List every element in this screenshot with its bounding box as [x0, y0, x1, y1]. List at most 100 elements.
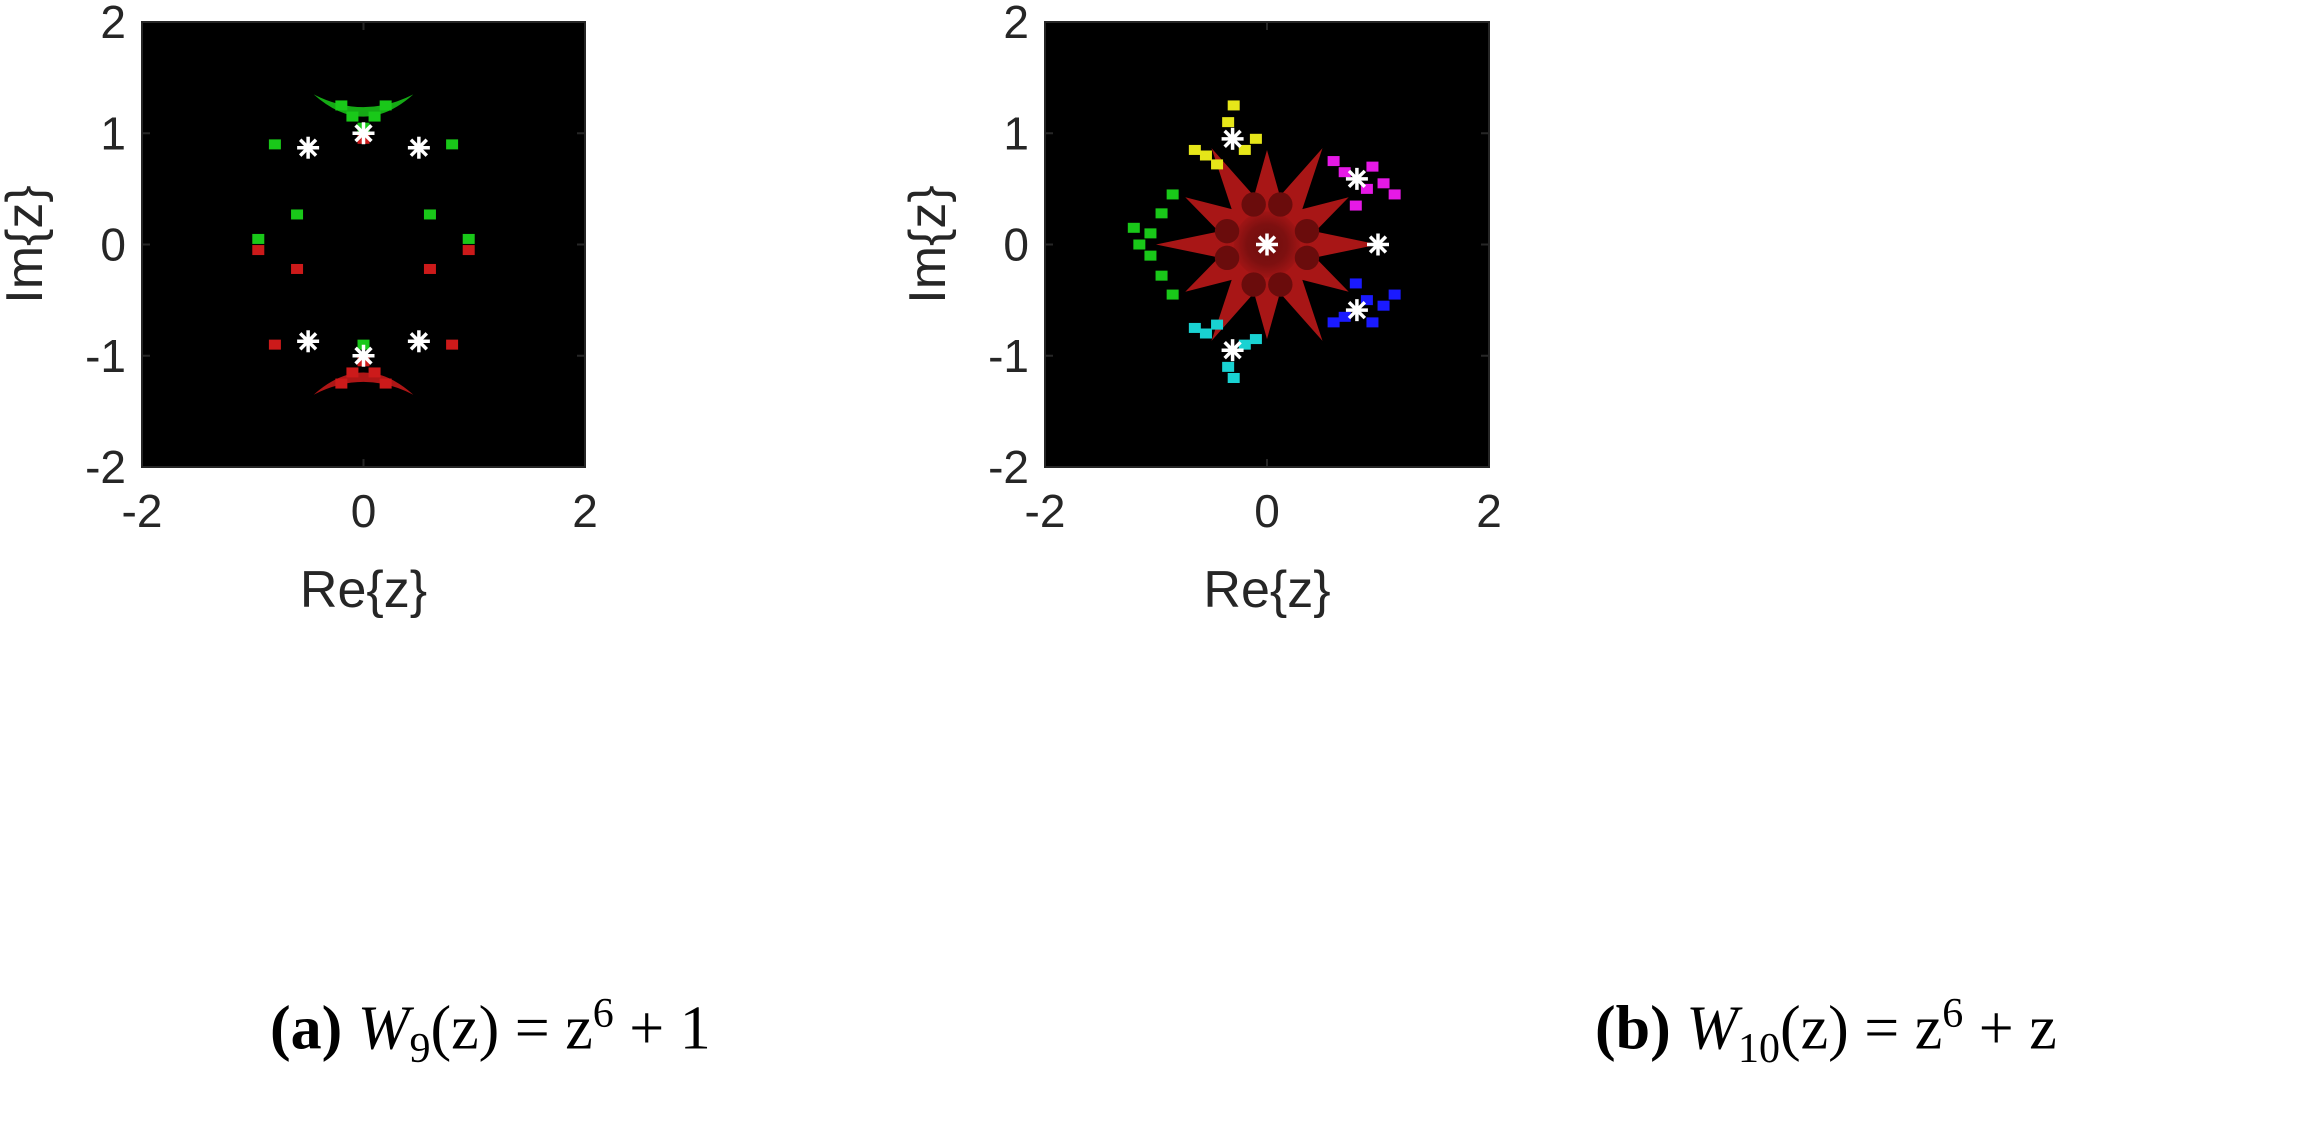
panel-b-caption-power: 6 — [1942, 991, 1964, 1037]
panel-a-caption-tail: + 1 — [613, 994, 711, 1063]
basin-point — [1227, 100, 1240, 111]
panel-a-caption-index: 9 — [409, 1026, 431, 1073]
basin-point — [1377, 178, 1390, 189]
root-marker — [1367, 233, 1389, 256]
basin-point — [1349, 278, 1362, 289]
central-basin-lobe — [1294, 218, 1320, 244]
y-tick-label: -2 — [85, 441, 126, 493]
green-basin-cusp — [313, 94, 414, 117]
panel-b-caption: (b) W10(z) = z6 + z — [1595, 990, 2057, 1073]
basin-point — [1238, 339, 1251, 350]
panel-b-caption-tail: + z — [1963, 994, 2057, 1063]
panel-a-tick-labels: -2 0 2 -2 -1 0 1 2 — [85, 0, 598, 537]
basin-point — [357, 339, 370, 350]
root-marker — [1345, 167, 1368, 190]
basin-point — [368, 111, 381, 122]
y-tick-label: 1 — [1003, 107, 1029, 159]
basin-point — [462, 245, 475, 256]
root-marker — [297, 330, 320, 353]
basin-point — [1249, 334, 1262, 345]
y-tick-label: -2 — [988, 441, 1029, 493]
panel-a-caption-function: W — [357, 994, 410, 1063]
basin-point — [291, 263, 304, 274]
central-basin-lobe — [1268, 272, 1293, 297]
central-basin-lobe — [1214, 218, 1240, 244]
central-basin-lobe — [1268, 192, 1293, 217]
x-tick-label: 2 — [572, 485, 598, 537]
basin-point — [1338, 167, 1351, 178]
panel-a-caption-formula: (z) = z — [430, 994, 593, 1063]
panel-a-root-markers — [297, 122, 430, 367]
basin-point — [1377, 300, 1390, 311]
basin-point — [1127, 222, 1140, 233]
root-marker — [297, 136, 320, 159]
y-tick-label: 2 — [1003, 0, 1029, 48]
root-marker — [407, 136, 430, 159]
basin-point — [1188, 322, 1201, 333]
basin-point — [1199, 328, 1212, 339]
basin-point — [291, 209, 304, 220]
y-tick-label: 2 — [100, 0, 126, 48]
x-tick-label: 0 — [351, 485, 377, 537]
basin-point — [1188, 144, 1201, 155]
basin-point — [1211, 319, 1224, 330]
panel-b-ticks — [1044, 21, 1490, 468]
panel-a-caption: (a) W9(z) = z6 + 1 — [270, 990, 711, 1073]
panel-b-y-axis-label: Im{z} — [899, 185, 957, 304]
basin-point — [1360, 183, 1373, 194]
basin-point — [1133, 239, 1146, 250]
root-marker — [352, 122, 375, 145]
panel-b-caption-tag: (b) — [1595, 994, 1671, 1063]
basin-point — [1222, 361, 1235, 372]
basin-point — [423, 263, 436, 274]
panel-b-tick-labels: -2 0 2 -2 -1 0 1 2 — [988, 0, 1502, 537]
basin-point — [1199, 150, 1212, 161]
root-marker — [407, 330, 430, 353]
basin-point — [252, 245, 265, 256]
basin-point — [1155, 208, 1168, 219]
basin-point — [1227, 373, 1240, 383]
basin-point — [335, 378, 348, 389]
basin-point — [379, 100, 392, 111]
basin-point — [252, 233, 265, 244]
y-tick-label: 1 — [100, 107, 126, 159]
x-tick-label: -2 — [122, 485, 163, 537]
panel-a-plot-area — [141, 21, 586, 468]
panel-a-caption-tag: (a) — [270, 994, 343, 1063]
basin-point — [1211, 159, 1224, 170]
panel-a-caption-power: 6 — [592, 991, 614, 1037]
basin-point — [1327, 317, 1340, 328]
basin-point — [346, 111, 359, 122]
basin-point — [1144, 250, 1157, 261]
basin-point — [268, 339, 281, 350]
basin-point — [446, 139, 459, 150]
basin-point — [379, 378, 392, 389]
y-tick-label: 0 — [100, 219, 126, 271]
central-basin-lobe — [1241, 192, 1266, 217]
basin-point — [1388, 189, 1401, 200]
basin-point — [1366, 317, 1379, 328]
x-tick-label: 0 — [1254, 485, 1280, 537]
basin-point — [446, 339, 459, 350]
basin-point — [1327, 156, 1340, 167]
basin-point — [1166, 289, 1179, 300]
panel-b-caption-index: 10 — [1737, 1026, 1780, 1073]
basin-point — [1388, 289, 1401, 300]
central-basin-lobe — [1214, 245, 1240, 271]
basin-point — [423, 209, 436, 220]
x-tick-label: 2 — [1476, 485, 1502, 537]
panel-b-caption-formula: (z) = z — [1779, 994, 1943, 1063]
basin-point — [1155, 270, 1168, 281]
basin-point — [368, 367, 381, 378]
root-marker — [1345, 299, 1368, 322]
panel-a-x-axis-label: Re{z} — [300, 561, 427, 619]
red-basin-cusp — [313, 372, 414, 395]
central-basin-lobe — [1241, 272, 1266, 297]
panel-b-x-axis-label: Re{z} — [1203, 561, 1330, 619]
panel-b-caption-function: W — [1686, 994, 1738, 1063]
panel-b: -2 0 2 -2 -1 0 1 2 Re{z} Im{z} — [899, 0, 1502, 619]
basin-point — [1360, 295, 1373, 306]
basin-point — [1338, 311, 1351, 322]
y-tick-label: -1 — [85, 330, 126, 382]
central-basin-lobe — [1294, 245, 1320, 271]
